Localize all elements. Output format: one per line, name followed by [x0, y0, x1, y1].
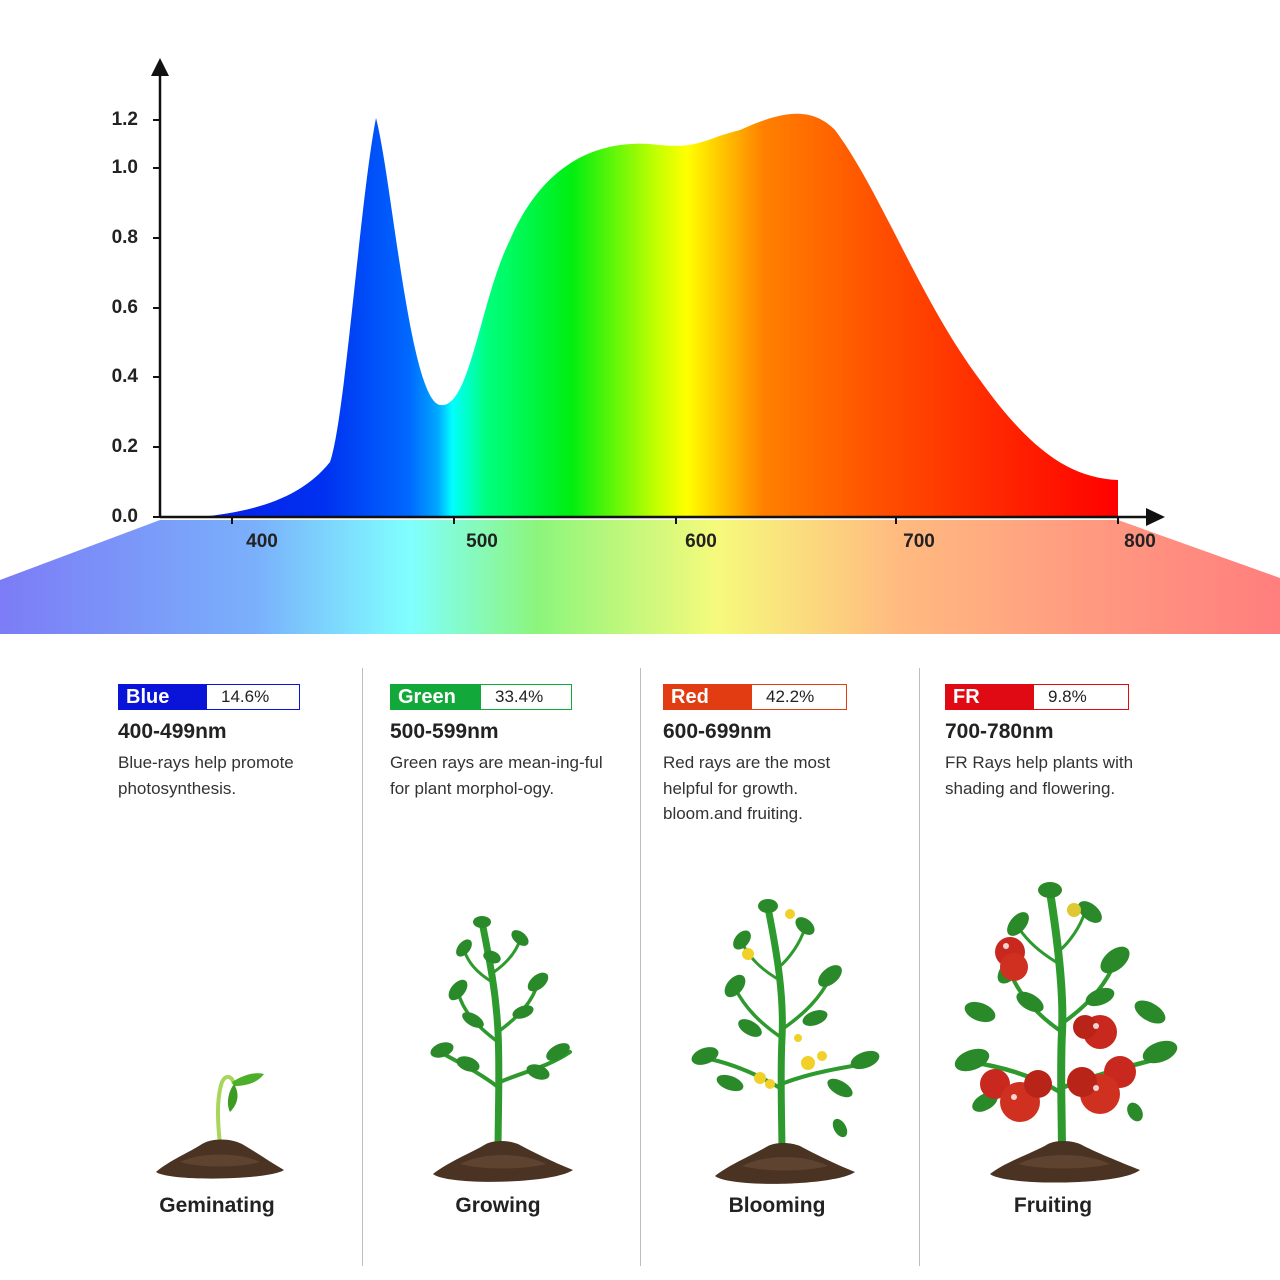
- band-percent: 33.4%: [481, 685, 571, 709]
- column-divider: [362, 668, 363, 1266]
- growing-plant-icon: [430, 916, 573, 1182]
- spectrum-chart: 1.2 1.0 0.8 0.6 0.4 0.2 0.0 400 500 600 …: [0, 58, 1280, 634]
- seedling-icon: [156, 1073, 284, 1179]
- x-tick-label: 500: [466, 531, 498, 552]
- stage-label-growing: Growing: [455, 1194, 541, 1217]
- band-description: Green rays are mean-ing-ful for plant mo…: [390, 753, 603, 798]
- y-tick-label: 0.6: [111, 297, 138, 318]
- band-name: Red: [664, 685, 752, 709]
- band-description: Red rays are the most helpful for growth…: [663, 753, 831, 823]
- band-percent: 14.6%: [207, 685, 299, 709]
- y-ticks: [153, 119, 160, 518]
- column-divider: [640, 668, 641, 1266]
- band-name: Green: [391, 685, 481, 709]
- band-name: Blue: [119, 685, 207, 709]
- y-tick-label: 0.2: [111, 436, 138, 457]
- band-badge: Red 42.2%: [663, 684, 847, 710]
- blooming-plant-icon: [691, 899, 880, 1184]
- tomatoes: [980, 937, 1136, 1122]
- spectrum-chart-svg: [0, 58, 1280, 634]
- x-tick-label: 400: [246, 531, 278, 552]
- band-percent: 9.8%: [1034, 685, 1128, 709]
- stage-label-blooming: Blooming: [728, 1194, 826, 1217]
- y-axis-arrow-icon: [151, 58, 169, 76]
- x-axis-arrow-icon: [1146, 508, 1165, 526]
- fruiting-plant-icon: [954, 882, 1178, 1183]
- band-range: 400-499nm: [118, 720, 227, 743]
- band-description: Blue-rays help promote photosynthesis.: [118, 753, 294, 798]
- light-floor-projection: [0, 520, 1280, 634]
- band-badge: FR 9.8%: [945, 684, 1129, 710]
- band-blue: Blue 14.6% 400-499nm Blue-rays help prom…: [118, 684, 338, 801]
- x-tick-label: 700: [903, 531, 935, 552]
- band-range: 600-699nm: [663, 720, 772, 743]
- band-badge: Green 33.4%: [390, 684, 572, 710]
- y-tick-label: 1.2: [111, 109, 138, 130]
- y-tick-label: 0.8: [111, 227, 138, 248]
- band-far-red: FR 9.8% 700-780nm FR Rays help plants wi…: [945, 684, 1170, 801]
- x-tick-label: 800: [1124, 531, 1156, 552]
- band-percent: 42.2%: [752, 685, 846, 709]
- x-ticks: [231, 517, 1119, 524]
- y-tick-label: 0.0: [111, 506, 138, 527]
- stage-label-fruiting: Fruiting: [1013, 1194, 1093, 1217]
- band-green: Green 33.4% 500-599nm Green rays are mea…: [390, 684, 615, 801]
- band-red: Red 42.2% 600-699nm Red rays are the mos…: [663, 684, 868, 827]
- y-tick-label: 0.4: [111, 366, 138, 387]
- x-tick-label: 600: [685, 531, 717, 552]
- column-divider: [919, 668, 920, 1266]
- stage-label-geminating: Geminating: [159, 1194, 275, 1217]
- spectrum-curve: [200, 113, 1118, 518]
- y-tick-label: 1.0: [111, 157, 138, 178]
- band-range: 700-780nm: [945, 720, 1054, 743]
- band-badge: Blue 14.6%: [118, 684, 300, 710]
- band-description: FR Rays help plants with shading and flo…: [945, 753, 1134, 798]
- band-name: FR: [946, 685, 1034, 709]
- band-range: 500-599nm: [390, 720, 499, 743]
